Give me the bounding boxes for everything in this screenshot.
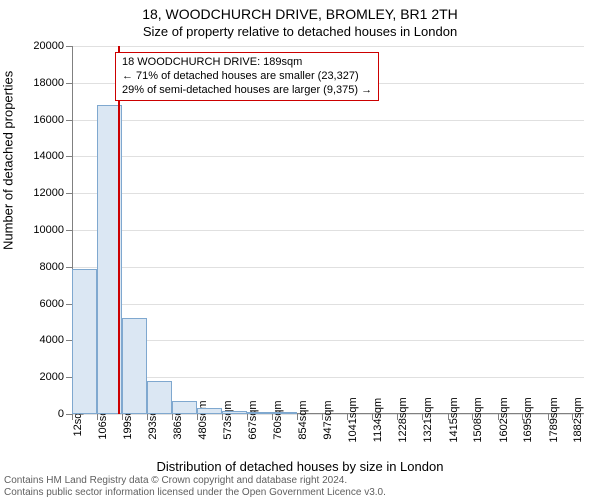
histogram-bar	[172, 401, 197, 414]
y-tick-label: 18000	[33, 77, 64, 89]
x-tick-label: 1789sqm	[548, 397, 560, 442]
annotation-line3: 29% of semi-detached houses are larger (…	[122, 84, 372, 98]
y-tick	[66, 46, 72, 47]
histogram-chart: 18, WOODCHURCH DRIVE, BROMLEY, BR1 2TH S…	[0, 0, 600, 500]
chart-title-line1: 18, WOODCHURCH DRIVE, BROMLEY, BR1 2TH	[0, 6, 600, 22]
x-tick-label: 947sqm	[322, 400, 334, 439]
x-tick-label: 573sqm	[222, 400, 234, 439]
x-tick-label: 480sqm	[197, 400, 209, 439]
y-tick-label: 8000	[40, 261, 64, 273]
y-tick	[66, 230, 72, 231]
annotation-line2: ← 71% of detached houses are smaller (23…	[122, 70, 372, 84]
annotation-box: 18 WOODCHURCH DRIVE: 189sqm← 71% of deta…	[115, 52, 379, 101]
y-tick	[66, 193, 72, 194]
x-tick-label: 1134sqm	[372, 398, 384, 442]
gridline	[72, 377, 584, 378]
gridline	[72, 120, 584, 121]
histogram-bar	[197, 408, 222, 414]
y-tick-label: 10000	[33, 224, 64, 236]
y-tick-label: 4000	[40, 334, 64, 346]
gridline	[72, 340, 584, 341]
x-tick-label: 1508sqm	[472, 397, 484, 442]
footer-line2: Contains public sector information licen…	[4, 487, 386, 499]
x-tick-label: 760sqm	[272, 400, 284, 439]
x-tick-label: 854sqm	[297, 400, 309, 439]
x-tick-label: 1882sqm	[572, 397, 584, 442]
y-tick-label: 12000	[33, 187, 64, 199]
y-tick-label: 14000	[33, 150, 64, 162]
x-tick-label: 667sqm	[247, 400, 259, 439]
gridline	[72, 230, 584, 231]
histogram-bar	[122, 318, 147, 414]
x-tick-label: 1695sqm	[522, 397, 534, 442]
x-tick-label: 1321sqm	[422, 397, 434, 442]
gridline	[72, 304, 584, 305]
x-tick-label: 1415sqm	[448, 397, 460, 442]
y-tick-label: 2000	[40, 371, 64, 383]
gridline	[72, 267, 584, 268]
y-axis-label: Number of detached properties	[1, 71, 16, 250]
footer-attribution: Contains HM Land Registry data © Crown c…	[4, 475, 386, 498]
footer-line1: Contains HM Land Registry data © Crown c…	[4, 475, 386, 487]
x-axis-label: Distribution of detached houses by size …	[0, 459, 600, 474]
histogram-bar	[72, 269, 97, 414]
plot-area: 0200040006000800010000120001400016000180…	[72, 46, 584, 414]
y-tick-label: 20000	[33, 40, 64, 52]
y-tick-label: 6000	[40, 298, 64, 310]
histogram-bar	[247, 412, 272, 414]
y-tick-label: 0	[58, 408, 64, 420]
y-tick	[66, 120, 72, 121]
histogram-bar	[147, 381, 172, 414]
gridline	[72, 193, 584, 194]
annotation-line1: 18 WOODCHURCH DRIVE: 189sqm	[122, 56, 372, 70]
chart-title-line2: Size of property relative to detached ho…	[0, 24, 600, 39]
gridline	[72, 156, 584, 157]
y-tick	[66, 267, 72, 268]
gridline	[72, 46, 584, 47]
y-tick-label: 16000	[33, 114, 64, 126]
histogram-bar	[222, 411, 247, 414]
histogram-bar	[272, 412, 297, 414]
x-tick-label: 1041sqm	[347, 397, 359, 442]
y-tick	[66, 156, 72, 157]
x-tick-label: 1228sqm	[397, 397, 409, 442]
x-tick-label: 1602sqm	[498, 397, 510, 442]
y-tick	[66, 83, 72, 84]
